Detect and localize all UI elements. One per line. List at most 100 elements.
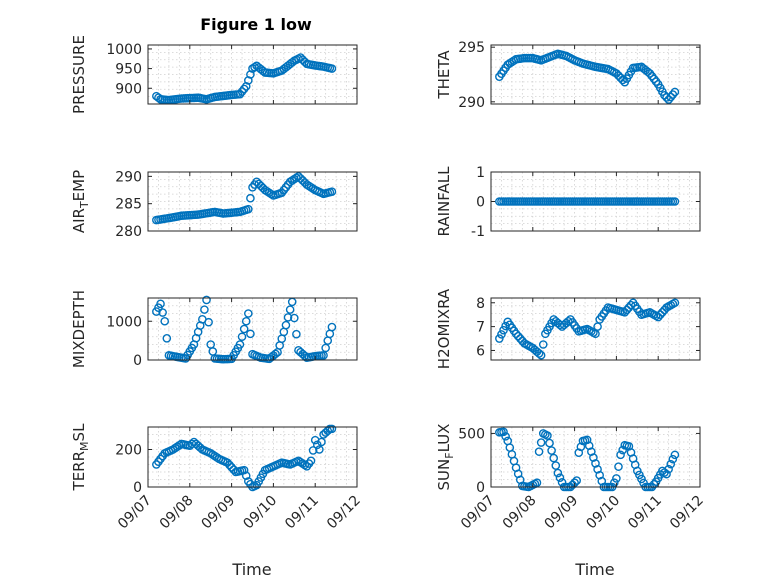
- data-point: [564, 316, 573, 326]
- data-point: [610, 478, 619, 488]
- data-point: [622, 305, 632, 315]
- y-tick-label: 500: [458, 426, 485, 442]
- data-point: [162, 333, 172, 343]
- subplot-mixdepth: 0 1000 MIXDEPTH: [70, 290, 358, 369]
- data-point: [241, 316, 251, 326]
- data-point: [511, 329, 521, 339]
- y-tick-label: 290: [115, 169, 142, 185]
- axes-box: [147, 297, 358, 361]
- data-point: [538, 340, 548, 349]
- data-point: [501, 432, 510, 441]
- y-axis-label-main: THETA: [435, 50, 453, 100]
- data-point: [281, 320, 291, 330]
- data-point: [244, 204, 253, 214]
- data-point: [300, 460, 310, 470]
- data-point: [551, 461, 561, 470]
- y-axis-label-subscript: M: [78, 441, 91, 451]
- x-axis-label-left: Time: [231, 560, 271, 579]
- data-point: [499, 427, 508, 437]
- data-point: [158, 308, 167, 317]
- data-point: [670, 87, 680, 97]
- y-tick-label: 8: [476, 296, 485, 312]
- data-point: [547, 446, 556, 455]
- y-axis-label: SUNFLUX: [435, 424, 456, 491]
- y-axis-label-main: PRESSURE: [70, 35, 88, 114]
- data-point: [534, 447, 544, 456]
- data-point: [327, 424, 337, 434]
- y-tick-label: 285: [115, 197, 142, 213]
- y-axis-label-rest: SL: [70, 423, 88, 442]
- data-point: [612, 474, 621, 483]
- y-axis-label: TERRMSL: [70, 423, 91, 492]
- y-axis-label-subscript: F: [443, 452, 456, 458]
- data-point: [545, 438, 554, 448]
- data-point: [670, 197, 680, 206]
- data-series: [152, 295, 337, 364]
- data-point: [662, 469, 671, 479]
- y-axis-label: PRESSURE: [70, 35, 88, 114]
- data-series: [495, 197, 680, 206]
- data-point: [655, 310, 665, 319]
- x-axis-label-right: Time: [574, 560, 614, 579]
- data-point: [239, 465, 249, 475]
- data-point: [271, 349, 280, 359]
- y-axis-label-rest: EMP: [70, 170, 88, 201]
- data-point: [549, 453, 559, 463]
- data-point: [572, 476, 581, 485]
- y-tick-label: -1: [471, 224, 485, 240]
- figure-title: Figure 1 low: [200, 15, 312, 34]
- data-point: [536, 438, 546, 447]
- data-point: [327, 322, 337, 332]
- data-series: [152, 53, 337, 105]
- y-axis-label-main: MIXDEPTH: [70, 290, 88, 368]
- data-point: [664, 95, 673, 104]
- data-point: [543, 431, 552, 440]
- axes-box: [490, 426, 701, 488]
- axes-box: [147, 426, 358, 488]
- data-point: [292, 329, 301, 339]
- y-axis-label: AIRTEMP: [70, 170, 91, 233]
- data-point: [557, 478, 567, 487]
- data-point: [160, 316, 170, 326]
- y-axis-label: H2OMIXRA: [435, 288, 453, 369]
- data-point: [555, 473, 565, 483]
- subplot-pressure: 900 950 1000 PRESSURE: [70, 35, 358, 114]
- y-axis-label-main: H2OMIXRA: [435, 288, 453, 369]
- data-point: [283, 313, 293, 322]
- y-tick-label: 0: [476, 195, 485, 211]
- data-point: [237, 87, 247, 96]
- y-axis-label-main: TERR: [70, 451, 88, 492]
- data-point: [536, 350, 546, 360]
- y-axis-label-rest: LUX: [435, 424, 453, 453]
- subplot-rainfall: -1 0 1 RAINFALL: [435, 165, 701, 240]
- axes-box: [490, 44, 701, 105]
- data-point: [235, 340, 245, 349]
- data-point: [285, 305, 295, 314]
- data-point: [300, 351, 310, 361]
- y-tick-label: 290: [458, 95, 485, 111]
- data-point: [618, 75, 627, 85]
- data-point: [315, 445, 324, 454]
- data-series: [495, 298, 680, 360]
- y-tick-label: 200: [115, 443, 142, 459]
- data-point: [289, 313, 299, 323]
- data-point: [223, 458, 232, 467]
- data-point: [553, 468, 563, 478]
- data-point: [204, 317, 213, 327]
- data-point: [653, 312, 663, 322]
- data-point: [156, 299, 165, 309]
- data-point: [658, 308, 667, 317]
- y-tick-label: 900: [115, 81, 142, 97]
- y-tick-label: 280: [115, 224, 142, 240]
- data-point: [664, 464, 673, 474]
- subplot-air: 280 285 290 AIRTEMP: [70, 169, 358, 240]
- axes-box: [147, 171, 358, 232]
- data-point: [321, 343, 330, 353]
- data-point: [227, 463, 236, 472]
- data-point: [534, 349, 544, 358]
- y-tick-label: 1000: [106, 314, 142, 330]
- subplot-h2omixra: 6 7 8 H2OMIXRA: [435, 288, 701, 369]
- data-point: [246, 193, 255, 203]
- data-point: [327, 64, 337, 73]
